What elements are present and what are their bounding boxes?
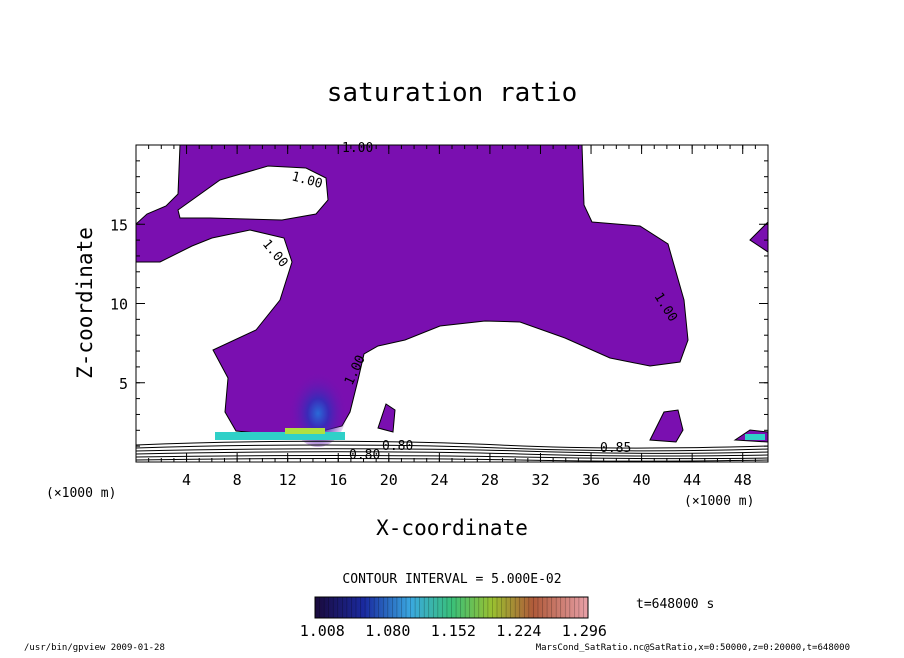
colorbar-ticks: 1.008 1.080 1.152 1.224 1.296: [300, 622, 607, 640]
contour-label: 0.80: [382, 439, 413, 454]
contour-hole: [177, 165, 329, 221]
colorbar-tick-label: 1.080: [365, 622, 410, 640]
ground-contours: [136, 440, 768, 462]
x-tick-label: 44: [683, 471, 701, 489]
x-tick-label: 32: [531, 471, 549, 489]
plot-area: [136, 145, 768, 462]
x-tick-label: 40: [633, 471, 651, 489]
z-unit-label: (×1000 m): [46, 486, 116, 501]
contour-core: [288, 363, 348, 447]
x-tick-label: 48: [734, 471, 752, 489]
y-tick-label: 15: [110, 216, 128, 234]
x-tick-label: 24: [430, 471, 448, 489]
contour-fill-patch: [649, 409, 684, 443]
x-unit-label: (×1000 m): [684, 494, 754, 509]
contour-label: 1.00: [342, 141, 373, 156]
footer-right: MarsCond_SatRatio.nc@SatRatio,x=0:50000,…: [536, 643, 850, 653]
colorbar: [314, 596, 589, 619]
colorbar-tick-label: 1.152: [431, 622, 476, 640]
x-tick-label: 36: [582, 471, 600, 489]
x-tick-label: 28: [481, 471, 499, 489]
y-tick-label: 5: [119, 375, 128, 393]
contour-label: 0.85: [600, 441, 631, 456]
cloud-base-strip: [285, 428, 325, 434]
cloud-base-strip: [215, 432, 345, 440]
colorbar-tick-label: 1.224: [496, 622, 541, 640]
x-tick-label: 20: [380, 471, 398, 489]
colorbar-stripes: [319, 597, 584, 618]
x-axis-label: X-coordinate: [376, 516, 528, 540]
y-axis-label: Z-coordinate: [73, 227, 97, 379]
footer-left: /usr/bin/gpview 2009-01-28: [24, 643, 165, 653]
colorbar-tick-label: 1.008: [300, 622, 345, 640]
chart-title: saturation ratio: [327, 78, 577, 108]
contour-fill-right: [749, 221, 768, 253]
x-tick-label: 8: [233, 471, 242, 489]
contour-interval: CONTOUR INTERVAL = 5.000E-02: [342, 572, 561, 587]
cloud-base-strip: [745, 434, 765, 440]
x-tick-label: 16: [329, 471, 347, 489]
x-tick-label: 12: [279, 471, 297, 489]
y-tick-label: 10: [110, 296, 128, 314]
x-tick-label: 4: [182, 471, 191, 489]
time-label: t=648000 s: [636, 597, 714, 612]
contour-label: 0.80: [349, 448, 380, 463]
colorbar-tick-label: 1.296: [562, 622, 607, 640]
contour-fill-patch: [377, 403, 396, 433]
